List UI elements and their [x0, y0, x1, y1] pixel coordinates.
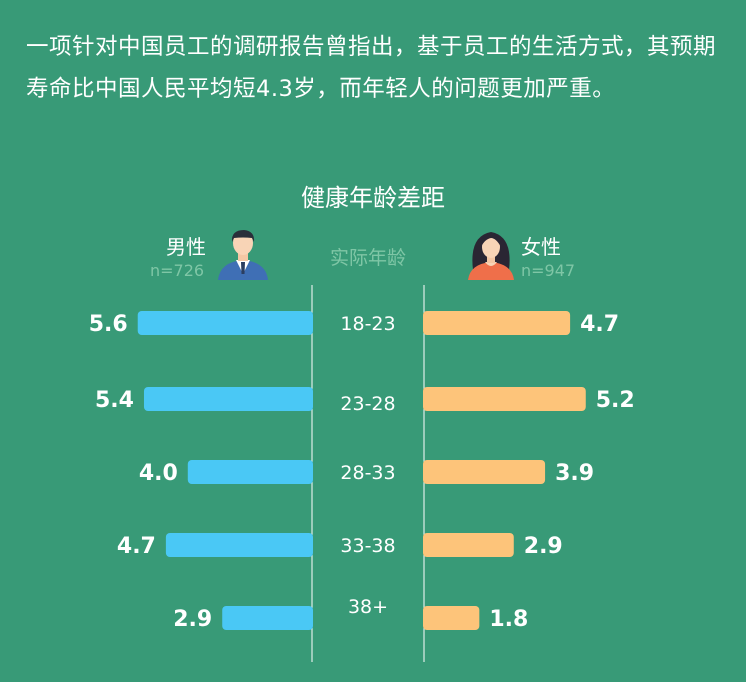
- female-bar: [423, 460, 546, 484]
- female-sample-size: n=947: [521, 261, 576, 280]
- male-value-label: 4.7: [117, 534, 156, 559]
- female-value-label: 4.7: [580, 312, 619, 337]
- woman-avatar-icon: [468, 232, 514, 280]
- male-bar: [187, 460, 313, 484]
- male-value-label: 2.9: [173, 607, 212, 632]
- male-bar: [165, 533, 313, 557]
- female-value-label: 1.8: [489, 607, 528, 632]
- male-bar: [222, 606, 313, 630]
- female-value-label: 2.9: [524, 534, 563, 559]
- female-bar: [423, 311, 571, 335]
- age-category-label: 28-33: [340, 462, 395, 484]
- female-bar: [423, 533, 514, 557]
- female-bar: [423, 606, 480, 630]
- intro-paragraph: 一项针对中国员工的调研报告曾指出，基于员工的生活方式，其预期寿命比中国人民平均短…: [26, 34, 717, 102]
- age-category-label: 38+: [348, 596, 388, 618]
- male-group-label: 男性: [166, 235, 206, 259]
- male-value-label: 4.0: [139, 461, 178, 486]
- female-group-label: 女性: [521, 235, 561, 259]
- age-category-label: 23-28: [340, 393, 395, 415]
- male-bar: [143, 387, 313, 411]
- male-bar: [137, 311, 313, 335]
- chart-title: 健康年龄差距: [301, 184, 445, 212]
- age-category-label: 18-23: [340, 313, 395, 335]
- man-avatar-icon: [218, 230, 268, 280]
- male-value-label: 5.4: [95, 388, 134, 413]
- male-sample-size: n=726: [150, 261, 205, 280]
- age-category-label: 33-38: [340, 535, 395, 557]
- female-bar: [423, 387, 586, 411]
- female-value-label: 5.2: [596, 388, 635, 413]
- male-value-label: 5.6: [89, 312, 128, 337]
- actual-age-label: 实际年龄: [329, 247, 406, 269]
- female-value-label: 3.9: [555, 461, 594, 486]
